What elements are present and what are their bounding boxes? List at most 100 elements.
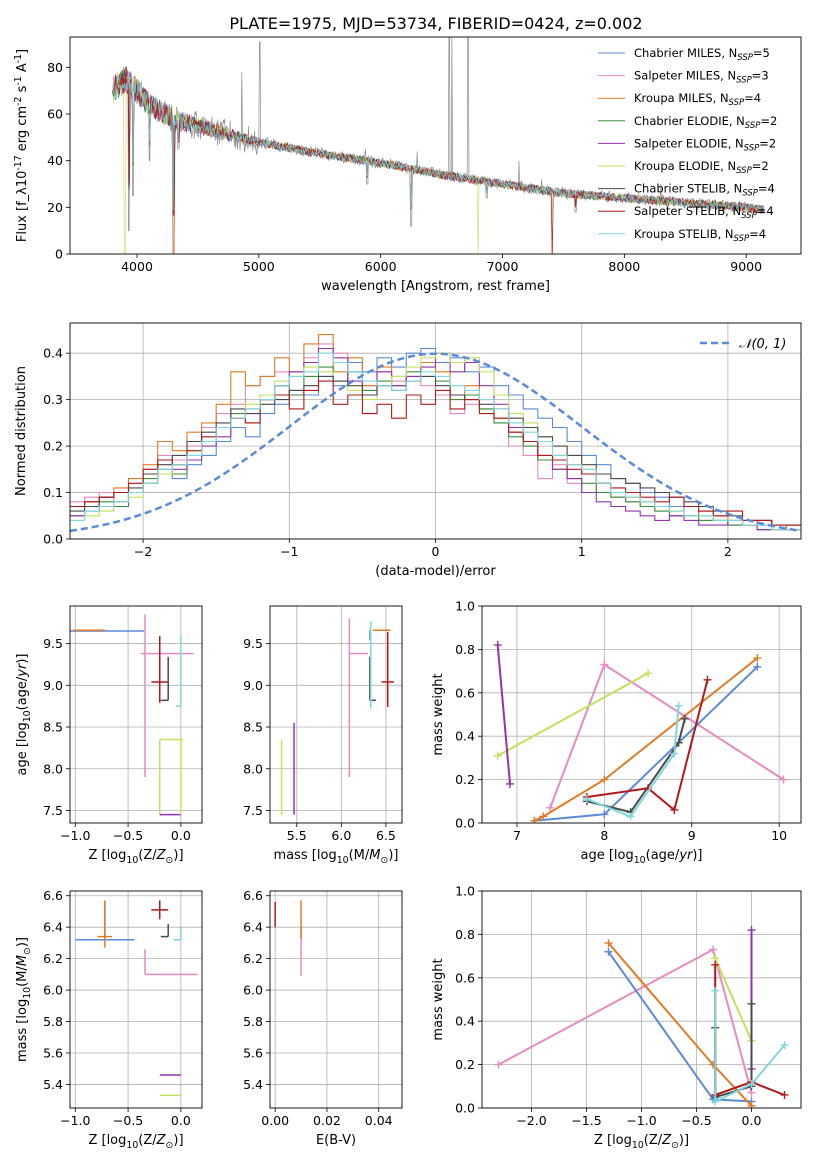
weight-point-marker [494,1060,503,1069]
weight-point-marker [747,1101,756,1108]
weight-point-marker [753,654,762,663]
axes-age_vs_Z: −1.0 −0.5 0.0 7.5 8.0 8.5 9.0 9.5 Z [log10(Z/Z⊙)… [15,605,203,866]
y-tick-label: 7.5 [243,803,263,818]
x-tick-label: −2 [134,544,152,559]
x-tick-label: −0.5 [113,828,143,843]
x-tick-label: −1.0 [60,828,90,843]
x-tick-label: −1.0 [60,1113,90,1128]
y-tick-label: 0.4 [43,346,63,361]
legend-entry: Kroupa ELODIE, NSSP=2 [634,159,769,176]
axes-weight_vs_Z: −2.0 −1.5 −1.0 −0.5 0.0 0.0 0.2 0.4 0.6 0.8 1.0 Z [… [431,884,802,1151]
y-tick-label: 8.0 [243,761,263,776]
hist-salpeter-stelib [70,380,801,526]
weight-point-marker [644,669,653,678]
x-tick-label: 0.0 [171,828,191,843]
y-tick-label: 60 [47,107,63,122]
y-tick-label: 6.4 [243,920,263,935]
y-tick-label: 0.4 [455,729,475,744]
weight-line [714,990,786,1104]
legend-entry: Salpeter ELODIE, NSSP=2 [634,136,776,153]
x-tick-label: 8 [600,828,608,843]
y-tick-label: 80 [47,60,63,75]
y-tick-label: 5.4 [43,1077,63,1092]
errorbar-salpeter-stelib [151,900,169,920]
errorbar-chabrier-stelib [160,924,169,938]
y-axis-label: mass weight [431,958,446,1040]
y-tick-label: 6.6 [243,888,263,903]
plot-area-age_vs_Z [70,614,194,816]
weight-point-marker [493,751,502,760]
y-tick-label: 5.8 [43,1014,63,1029]
x-tick-label: 9 [688,828,696,843]
plot-area-weight_vs_age [493,641,788,823]
y-tick-label: 6.4 [43,920,63,935]
x-tick-label: 2 [724,544,732,559]
model-line-kroupa-stelib [112,72,765,213]
y-tick-label: 0.2 [43,439,63,454]
x-tick-label: 7 [513,828,521,843]
y-tick-label: 5.4 [243,1077,263,1092]
x-tick-label: −0.5 [113,1113,143,1128]
panels: 4000 5000 6000 7000 8000 9000020406080wavelen… [13,36,802,1151]
errorbar-kroupa-stelib [175,635,182,707]
y-tick-label: 0.0 [43,532,63,547]
y-tick-label: 6.6 [43,888,63,903]
weight-point-marker [674,701,683,710]
y-tick-label: 0.6 [455,970,475,985]
x-tick-label: 10 [771,828,787,843]
x-axis-label: Z [log10(Z/Z⊙)] [88,848,183,866]
weight-point-marker [600,810,609,819]
y-tick-label: 1.0 [455,599,475,614]
weight-point-marker [753,662,762,671]
weight-point-marker [780,1090,789,1099]
weight-point-marker [779,775,788,784]
plot-area-mass_vs_Z [75,900,198,1097]
x-tick-label: 0.0 [742,1113,762,1128]
y-tick-label: 20 [47,200,63,215]
legend-entry: Salpeter MILES, NSSP=3 [634,69,769,86]
y-tick-label: 0.0 [455,1101,475,1116]
weight-point-marker [582,795,591,804]
hist-chabrier-stelib [70,375,801,526]
y-tick-label: 5.6 [43,1045,63,1060]
weight-point-marker [505,779,514,788]
axes-mass_vs_EBV: 0.00 0.02 0.04 5.4 5.6 5.8 6.0 6.2 6.4 6.6 E(B-V) [243,888,403,1148]
weight-point-marker [600,660,609,669]
x-tick-label: 4000 [121,259,153,274]
x-axis-label: E(B-V) [316,1133,356,1148]
weight-point-marker [711,960,720,969]
weight-point-marker [604,939,613,948]
x-tick-label: 1 [578,544,586,559]
weight-point-marker [680,714,689,723]
axes-frame [269,605,403,824]
weight-point-marker [670,805,679,814]
axes-frame [481,890,802,1109]
y-tick-label: 40 [47,153,63,168]
legend-label-gaussian: 𝒩(0, 1) [739,337,786,352]
errorbar-salpeter-stelib [381,631,394,707]
weight-point-marker [703,675,712,684]
axes-spectrum: 4000 5000 6000 7000 8000 9000 0 20 40 60 80 wavelen… [13,36,802,294]
x-axis-label: Z [log10(Z/Z⊙)] [88,1133,183,1151]
x-tick-label: −1 [280,544,298,559]
x-tick-label: 9000 [730,259,762,274]
weight-point-marker [780,1041,789,1050]
weight-point-marker [747,1080,756,1089]
y-tick-label: 9.5 [43,636,63,651]
x-tick-label: 0.04 [365,1113,393,1128]
weight-point-marker [747,926,756,935]
y-tick-label: 0 [55,247,63,262]
plot-area-mass_vs_EBV [274,900,302,976]
y-tick-label: 0.1 [43,485,63,500]
x-tick-label: 8000 [608,259,640,274]
y-tick-label: 0.3 [43,392,63,407]
x-tick-label: −1.0 [626,1113,656,1128]
legend-entry: Salpeter STELIB, NSSP=4 [634,204,774,221]
weight-line [586,718,686,814]
weight-point-marker [711,986,720,995]
y-tick-label: 0.2 [455,772,475,787]
weight-point-marker [709,945,717,954]
y-axis-label: mass [log10(M/M⊙)] [15,937,33,1062]
errorbar-salpeter-stelib [151,636,169,703]
legend-entry: Chabrier STELIB, NSSP=4 [634,182,775,199]
